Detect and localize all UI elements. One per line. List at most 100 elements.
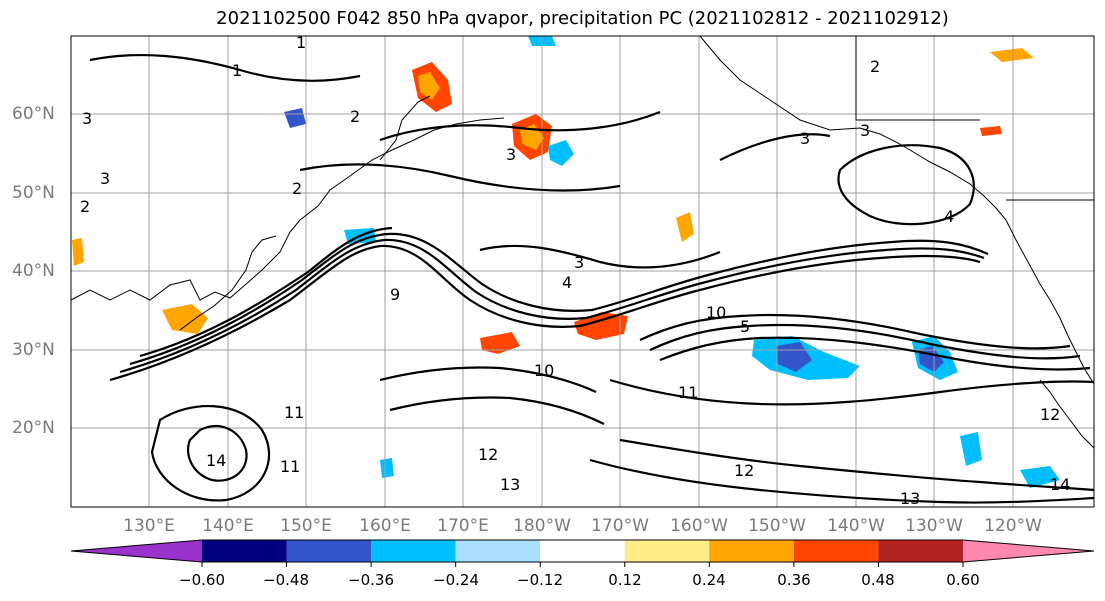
precip-blob (990, 48, 1034, 62)
contour-line (589, 458, 1094, 504)
colorbar-segment (286, 540, 372, 562)
kamchatka-coast (379, 95, 431, 161)
contour-line (129, 232, 989, 366)
precip-shading (72, 36, 1060, 488)
contour-label: 12 (478, 445, 498, 464)
lon-label: 140°E (202, 516, 254, 536)
lon-label: 160°E (359, 516, 411, 536)
contour-label: 1 (232, 61, 242, 80)
colorbar-segment (878, 540, 963, 562)
precip-blob (284, 108, 306, 128)
precip-blob (1020, 466, 1060, 488)
contour-label: 11 (284, 403, 304, 422)
contour-label: 3 (860, 121, 870, 140)
lon-label: 170°W (591, 516, 649, 536)
contour-label: 2 (350, 107, 360, 126)
contour-label: 3 (574, 253, 584, 272)
contour-line (186, 425, 248, 482)
contour-line (109, 244, 981, 382)
colorbar-segment (793, 540, 879, 562)
contour-label: 2 (292, 179, 302, 198)
contour-line (649, 323, 1081, 360)
mexico-coast (1039, 379, 1094, 449)
colorbar-tick-label: 0.24 (692, 571, 726, 589)
contour-label: 2 (870, 57, 880, 76)
lat-label: 60°N (12, 104, 55, 124)
precip-blob (380, 458, 394, 478)
contour-label: 10 (706, 303, 726, 322)
contour-label: 1 (296, 33, 306, 52)
lon-label: 150°E (280, 516, 332, 536)
contour-label: 13 (500, 475, 520, 494)
qvapor-contours (89, 53, 1094, 504)
precip-blob (960, 432, 982, 466)
precip-blob (418, 72, 440, 100)
coastlines (71, 36, 1094, 449)
colorbar-tick-label: 0.36 (777, 571, 811, 589)
contour-line (389, 396, 605, 425)
na-west-coast (1005, 219, 1094, 385)
lat-label: 50°N (12, 183, 55, 203)
map-frame (70, 35, 1095, 508)
contour-label: 10 (534, 361, 554, 380)
contour-line (379, 110, 661, 142)
contour-line (119, 238, 985, 374)
lon-label: 120°W (984, 516, 1042, 536)
lon-label: 130°E (123, 516, 175, 536)
colorbar-segment (371, 540, 456, 562)
contour-label: 4 (562, 273, 572, 292)
colorbar-tick-label: −0.60 (179, 571, 225, 589)
contour-line (837, 144, 975, 226)
colorbar-segment (455, 540, 541, 562)
contour-line (639, 313, 1071, 350)
precip-blob (980, 126, 1002, 136)
contour-label: 12 (734, 461, 754, 480)
alaska-coast (699, 36, 1007, 221)
colorbar-tick-label: −0.24 (433, 571, 479, 589)
colorbar-segment (709, 540, 794, 562)
precip-blob (162, 304, 208, 334)
colorbar-tick-label: 0.48 (861, 571, 895, 589)
contour-label: 9 (390, 285, 400, 304)
border-line (855, 36, 980, 121)
contour-line (609, 378, 1094, 406)
lat-label: 40°N (12, 261, 55, 281)
map-title: 2021102500 F042 850 hPa qvapor, precipit… (216, 8, 949, 29)
contour-label: 3 (506, 145, 516, 164)
lon-label: 140°W (827, 516, 885, 536)
precip-blob (548, 140, 574, 166)
colorbar-tick-label: −0.48 (263, 571, 309, 589)
contour-labels: 1 1 2 2 2 2 3 3 3 3 3 3 4 4 5 9 10 10 11… (80, 33, 1070, 507)
contour-line (379, 366, 597, 393)
contour-label: 11 (280, 457, 300, 476)
lon-label: 150°W (748, 516, 806, 536)
colorbar-segment (963, 540, 1094, 562)
colorbar-tick-label: −0.12 (517, 571, 563, 589)
precip-blob (480, 332, 520, 354)
contour-line (479, 244, 721, 269)
colorbar-segment (624, 540, 710, 562)
lat-label: 20°N (12, 418, 55, 438)
contour-label: 5 (740, 317, 750, 336)
contour-line (299, 163, 621, 192)
contour-label: 11 (678, 383, 698, 402)
colorbar-tick-label: 0.60 (946, 571, 980, 589)
contour-line (719, 133, 831, 161)
contour-label: 3 (800, 129, 810, 148)
contour-line (619, 438, 1094, 492)
precip-blob (676, 212, 694, 242)
colorbar-tick-label: −0.36 (348, 571, 394, 589)
contour-label: 3 (82, 109, 92, 128)
precip-blob (574, 312, 628, 340)
japan-coast (179, 235, 277, 331)
lon-label: 130°W (905, 516, 963, 536)
lon-label: 160°W (670, 516, 728, 536)
lon-label: 180°W (513, 516, 571, 536)
contour-line (89, 53, 361, 82)
contour-line (659, 336, 1091, 371)
lon-label: 170°E (437, 516, 489, 536)
contour-label: 14 (206, 451, 226, 470)
contour-label: 2 (80, 197, 90, 216)
contour-label: 12 (1040, 405, 1060, 424)
